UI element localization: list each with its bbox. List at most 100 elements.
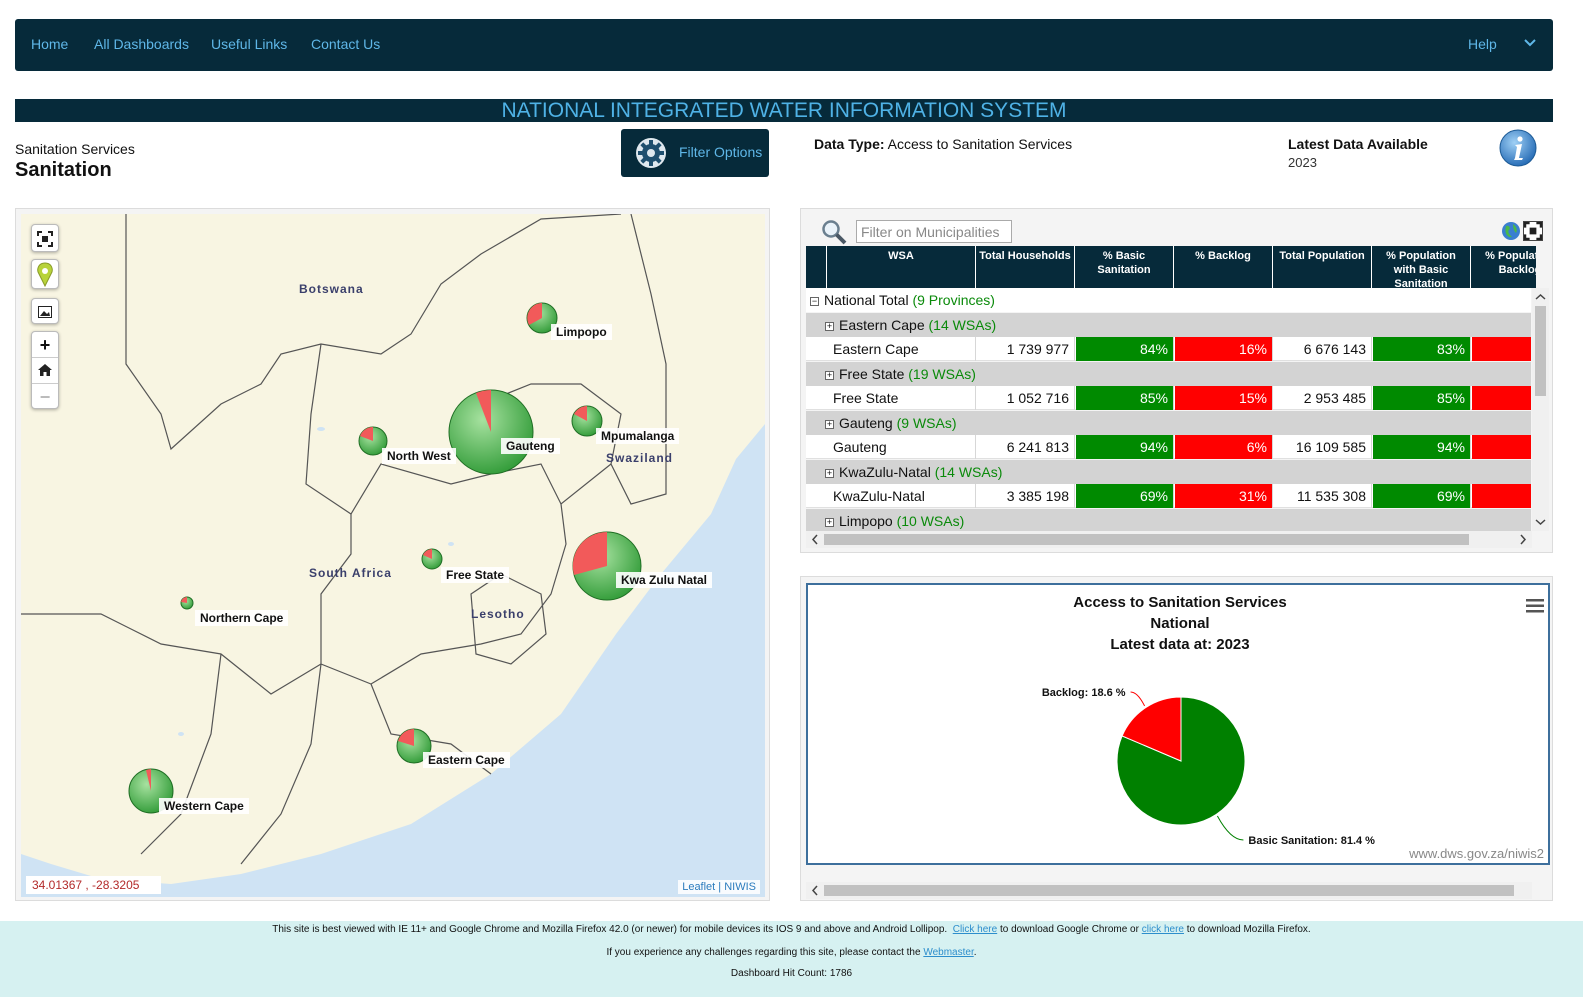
pie-marker-kwazulu-natal[interactable] bbox=[572, 531, 642, 601]
expand-icon[interactable]: + bbox=[825, 321, 834, 331]
header-total-households[interactable]: Total Households bbox=[976, 246, 1075, 288]
pie-marker-free-state[interactable] bbox=[421, 548, 443, 570]
map-label-limpopo: Limpopo bbox=[551, 324, 612, 340]
footer-text: This site is best viewed with IE 11+ and… bbox=[272, 924, 948, 935]
expand-icon[interactable]: + bbox=[825, 370, 834, 380]
group-row-gauteng[interactable]: + Gauteng (9 WSAs) bbox=[806, 411, 1531, 435]
group-row-free-state[interactable]: + Free State (19 WSAs) bbox=[806, 362, 1531, 386]
map-label-mpumalanga: Mpumalanga bbox=[596, 428, 680, 444]
chart-horizontal-scrollbar[interactable] bbox=[806, 882, 1547, 899]
fullscreen-button[interactable] bbox=[31, 224, 59, 252]
municipality-filter-input[interactable] bbox=[856, 220, 1012, 243]
expand-icon[interactable]: + bbox=[825, 419, 834, 429]
cell-basic-sanitation: 84% bbox=[1076, 337, 1174, 361]
chart-subtitle-date: Latest data at: 2023 bbox=[1110, 636, 1250, 653]
globe-icon[interactable] bbox=[1501, 221, 1521, 241]
scrollbar-arrows bbox=[811, 885, 1547, 896]
leaflet-link[interactable]: Leaflet bbox=[682, 881, 716, 893]
nav-all-dashboards[interactable]: All Dashboards bbox=[94, 36, 189, 52]
cell-wsa: Eastern Cape bbox=[827, 337, 976, 361]
group-row-limpopo[interactable]: + Limpopo (10 WSAs) bbox=[806, 509, 1531, 531]
chevron-down-icon[interactable] bbox=[1523, 36, 1537, 50]
gear-icon bbox=[636, 138, 666, 168]
pie-slice-basic-sanitation[interactable] bbox=[1116, 696, 1246, 826]
chart-panel: Access to Sanitation Services National L… bbox=[800, 576, 1553, 901]
cell-households: 3 385 198 bbox=[976, 484, 1075, 508]
home-button[interactable] bbox=[32, 358, 58, 384]
header-population-backlog[interactable]: % Population Backlog bbox=[1471, 246, 1536, 288]
table-row[interactable]: Free State 1 052 716 85% 15% 2 953 485 8… bbox=[806, 386, 1531, 410]
scrollbar-arrows bbox=[1535, 293, 1546, 526]
chart-credit[interactable]: www.dws.gov.za/niwis2 bbox=[1409, 846, 1544, 861]
header-total-population[interactable]: Total Population bbox=[1273, 246, 1372, 288]
national-total-row[interactable]: − National Total (9 Provinces) bbox=[806, 288, 1531, 312]
cell-population-backlog bbox=[1472, 484, 1531, 508]
pie-slice-backlog[interactable] bbox=[1121, 696, 1182, 762]
table-body: − National Total (9 Provinces) + Eastern C… bbox=[806, 288, 1531, 531]
header-basic-sanitation[interactable]: % Basic Sanitation bbox=[1075, 246, 1174, 288]
data-type-label: Data Type: bbox=[814, 136, 885, 152]
nav-contact-us[interactable]: Contact Us bbox=[311, 36, 381, 52]
group-count: (14 WSAs) bbox=[928, 317, 997, 333]
cell-population-basic: 83% bbox=[1373, 337, 1471, 361]
locate-button[interactable] bbox=[31, 259, 59, 289]
pie-marker-gauteng[interactable] bbox=[448, 389, 534, 475]
expand-icon[interactable]: + bbox=[825, 468, 834, 478]
page-title: NATIONAL INTEGRATED WATER INFORMATION SY… bbox=[15, 99, 1553, 122]
table-horizontal-scrollbar[interactable] bbox=[806, 531, 1532, 548]
pie-marker-mpumalanga[interactable] bbox=[571, 405, 603, 437]
nav-useful-links[interactable]: Useful Links bbox=[211, 36, 288, 52]
header-wsa[interactable]: WSA bbox=[827, 246, 976, 288]
map-canvas[interactable]: + − Botswana South Africa Lesotho Swazil… bbox=[21, 214, 765, 897]
header-backlog[interactable]: % Backlog bbox=[1174, 246, 1273, 288]
table-row[interactable]: KwaZulu-Natal 3 385 198 69% 31% 11 535 3… bbox=[806, 484, 1531, 508]
collapse-icon[interactable]: − bbox=[810, 296, 819, 306]
table-fullscreen-button[interactable] bbox=[1523, 221, 1543, 241]
map-label-free-state: Free State bbox=[441, 567, 510, 583]
nav-home[interactable]: Home bbox=[31, 36, 69, 52]
group-name: Limpopo bbox=[839, 513, 893, 529]
chrome-download-link[interactable]: Click here bbox=[952, 924, 998, 935]
search-icon[interactable] bbox=[821, 219, 847, 245]
filter-options-button[interactable]: Filter Options bbox=[621, 129, 769, 177]
header-expander bbox=[806, 246, 827, 288]
table-vertical-scrollbar[interactable] bbox=[1532, 288, 1549, 531]
data-type: Data Type: Access to Sanitation Services bbox=[814, 136, 1072, 152]
footer-text: to download Mozilla Firefox. bbox=[1186, 924, 1311, 935]
webmaster-link[interactable]: Webmaster bbox=[923, 947, 974, 958]
latest-data-label: Latest Data Available bbox=[1288, 136, 1428, 152]
cell-wsa: KwaZulu-Natal bbox=[827, 484, 976, 508]
cell-basic-sanitation: 85% bbox=[1076, 386, 1174, 410]
zoom-in-button[interactable]: + bbox=[32, 332, 58, 358]
cell-wsa: Free State bbox=[827, 386, 976, 410]
cell-households: 6 241 813 bbox=[976, 435, 1075, 459]
firefox-download-link[interactable]: click here bbox=[1141, 924, 1184, 935]
home-icon bbox=[38, 364, 52, 376]
expand-icon[interactable]: + bbox=[825, 517, 834, 527]
pie-marker-limpopo[interactable] bbox=[526, 302, 558, 334]
table-row[interactable]: Gauteng 6 241 813 94% 6% 16 109 585 94% bbox=[806, 435, 1531, 459]
group-row-kwazulu-natal[interactable]: + KwaZulu-Natal (14 WSAs) bbox=[806, 460, 1531, 484]
pie-marker-eastern-cape[interactable] bbox=[396, 728, 432, 764]
layers-button[interactable] bbox=[31, 298, 59, 324]
national-count: (9 Provinces) bbox=[912, 292, 995, 308]
data-type-value: Access to Sanitation Services bbox=[887, 136, 1073, 152]
pie-plot-area: Basic Sanitation: 81.4 % Backlog: 18.6 % bbox=[1042, 687, 1375, 847]
table-row[interactable]: Eastern Cape 1 739 977 84% 16% 6 676 143… bbox=[806, 337, 1531, 361]
pie-marker-north-west[interactable] bbox=[358, 426, 388, 456]
header-population-basic-sanitation[interactable]: % Population with Basic Sanitation bbox=[1372, 246, 1471, 288]
group-count: (14 WSAs) bbox=[934, 464, 1003, 480]
pie-label: Backlog: 18.6 % bbox=[1042, 687, 1126, 699]
nav-help[interactable]: Help bbox=[1468, 36, 1497, 52]
pie-marker-northern-cape[interactable] bbox=[180, 596, 194, 610]
cell-population-backlog bbox=[1472, 386, 1531, 410]
pie-connector bbox=[1216, 815, 1244, 841]
group-row-eastern-cape[interactable]: + Eastern Cape (14 WSAs) bbox=[806, 313, 1531, 337]
map-label-gauteng: Gauteng bbox=[501, 438, 560, 454]
info-icon[interactable] bbox=[1498, 128, 1538, 168]
menu-icon[interactable] bbox=[1526, 599, 1544, 613]
chart-title: Access to Sanitation Services bbox=[1073, 594, 1287, 611]
zoom-out-button[interactable]: − bbox=[39, 387, 51, 407]
niwis-link[interactable]: NIWIS bbox=[724, 881, 756, 893]
cell-basic-sanitation: 94% bbox=[1076, 435, 1174, 459]
